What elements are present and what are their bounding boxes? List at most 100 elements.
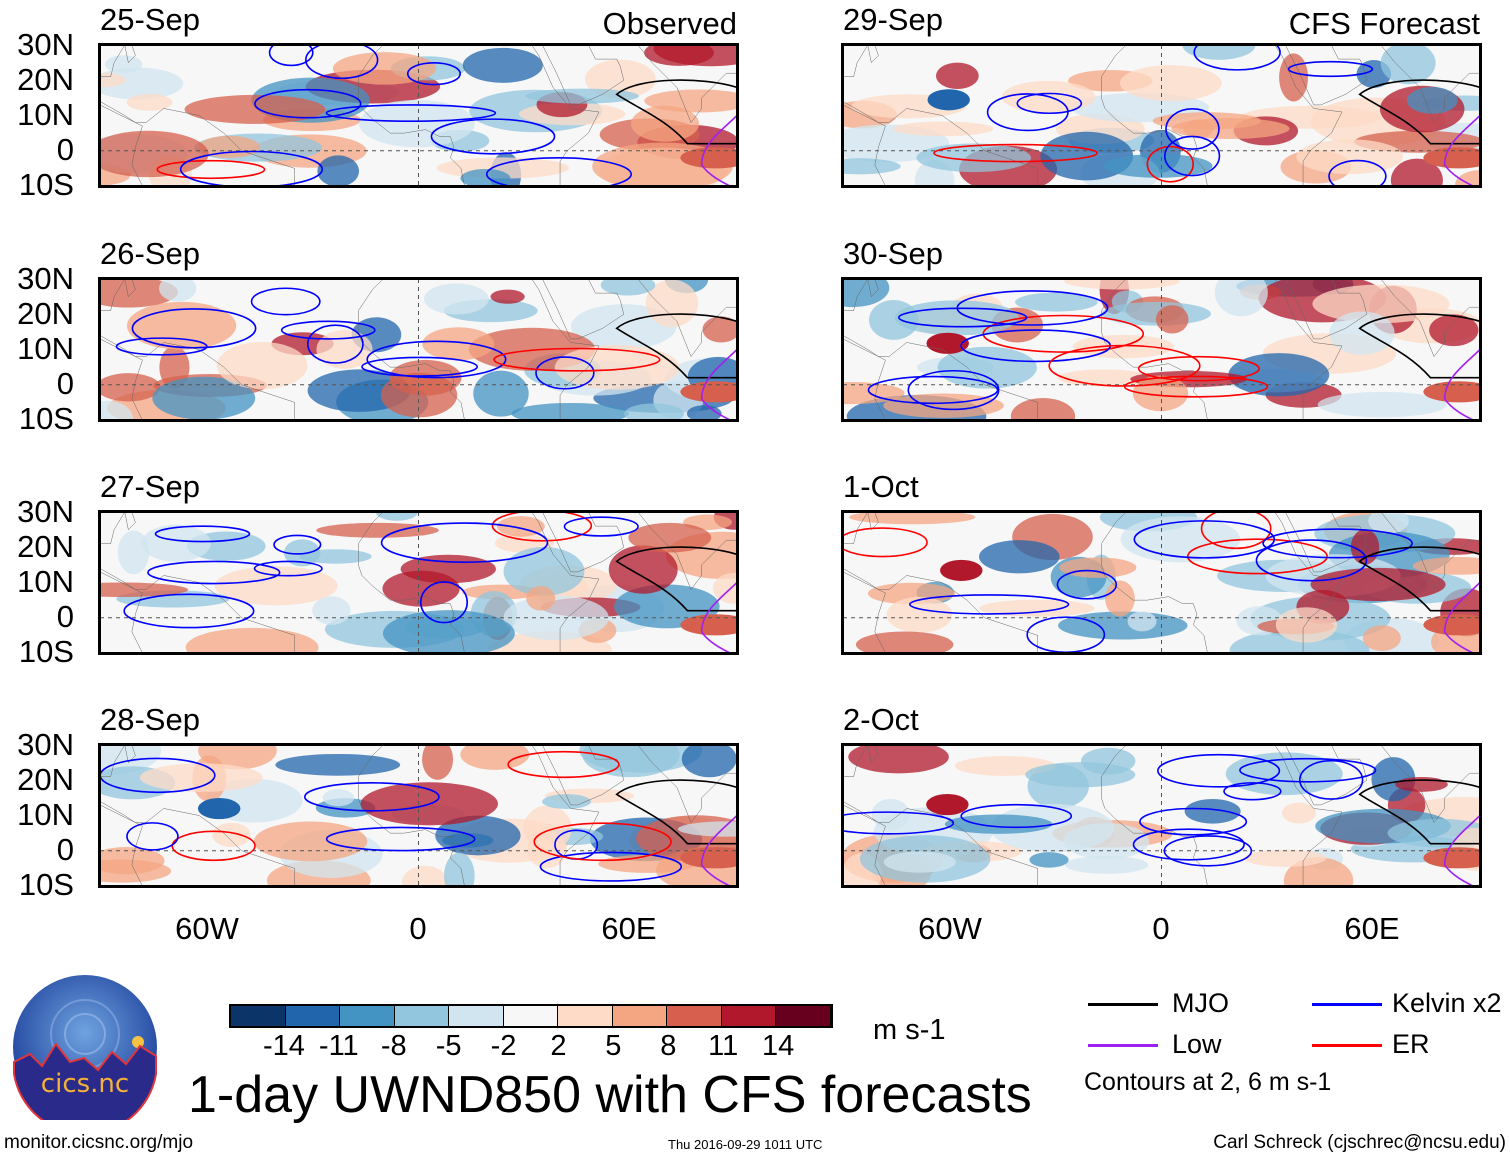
colorbar-tick-label: 2 [550,1030,567,1062]
coastline [100,45,125,77]
colorbar-tick-label: 8 [660,1030,677,1062]
kelvin-contour [326,105,495,121]
kelvin-contour [487,158,632,186]
wind-anomaly-blob [423,283,489,315]
panel-date-title: 30-Sep [843,236,943,271]
map-panel-26-sep [98,277,739,422]
footer-timestamp: Thu 2016-09-29 1011 UTC [668,1137,823,1152]
map-panel-29-sep [841,43,1482,188]
kelvin-contour [1057,571,1116,599]
low-contour [702,350,737,421]
observed-column-label: Observed [602,6,737,41]
panel-frame [98,43,739,188]
wind-anomaly-blob [422,745,454,780]
wind-anomaly-blob [1317,391,1447,418]
wind-anomaly-blob [402,865,448,886]
panel-date-title: 27-Sep [100,469,200,504]
kelvin-contour [1263,529,1412,558]
kelvin-contour [255,90,361,118]
colorbar-swatch [612,1006,668,1026]
wind-anomaly-blob [185,627,319,653]
low-contour [702,583,737,654]
lat-label: 20N [17,762,74,797]
wind-anomaly-blob [849,512,976,525]
panel-frame [841,43,1482,188]
lat-label: 10N [17,331,74,366]
colorbar-tick-label: -14 [262,1030,305,1062]
coastline [1101,45,1342,186]
forecast-column-label: CFS Forecast [1288,6,1480,41]
wind-anomaly-blob [1244,849,1327,867]
wind-anomaly-blob [893,121,994,137]
coastline [358,745,599,886]
wind-anomaly-blob [1390,158,1443,186]
wind-anomaly-blob [444,852,475,886]
coastline [1381,45,1480,123]
coastline [868,512,879,530]
colorbar-swatch [667,1006,722,1026]
wind-anomaly-blob [1105,580,1135,617]
wind-anomaly-blob [1184,798,1241,824]
panel-date-title: 2-Oct [843,702,919,737]
lat-label: 0 [56,132,74,167]
wind-anomaly-blob [152,376,256,420]
mjo-contour [617,314,737,378]
er-contour [1139,357,1259,381]
coastline [100,745,125,777]
wind-anomaly-blob [198,135,260,159]
wind-anomaly-blob [1406,87,1458,114]
wind-anomaly-blob [1429,314,1479,347]
coastline [100,801,295,886]
figure-title: 1-day UWND850 with CFS forecasts [188,1066,1032,1124]
lat-label: 10N [17,97,74,132]
kelvin-contour [868,377,997,404]
colorbar-swatch [231,1006,286,1026]
strong-anomaly [1423,614,1480,636]
wind-anomaly-blob [584,59,656,99]
legend-kelvin-line [1312,1003,1382,1006]
svg-text:cics.nc: cics.nc [41,1069,129,1099]
lon-label-60w-left: 60W [175,911,239,946]
cics-logo: cics.nc [13,975,157,1120]
legend-er-line [1312,1044,1382,1047]
wind-anomaly-blob [117,530,150,575]
wind-anomaly-blob [100,279,179,308]
wind-anomaly-blob [275,753,401,776]
legend-mjo-line [1088,1003,1158,1006]
wind-anomaly-blob [1010,398,1076,420]
lat-label: 0 [56,832,74,867]
coastline [1285,45,1366,105]
er-contour [157,161,264,179]
strong-anomaly [1423,147,1480,169]
wind-anomaly-blob [460,745,530,770]
wind-anomaly-blob [624,403,684,420]
wind-anomaly-blob [686,405,722,420]
wind-anomaly-blob [422,327,495,361]
wind-anomaly-blob [490,289,525,304]
colorbar-swatch [340,1006,395,1026]
coastline [1285,279,1366,339]
coastline [125,512,136,530]
colorbar-tick-label: 11 [708,1030,739,1062]
strong-anomaly [1423,381,1480,403]
coastline [868,279,879,297]
coastline [100,512,125,544]
coastline [358,512,599,653]
colorbar-tick-label: -2 [490,1030,517,1062]
wind-anomaly-blob [1064,855,1149,874]
coastline [125,279,136,297]
mjo-contour [1360,314,1480,378]
er-contour [508,752,619,778]
wind-anomaly-blob [653,45,737,67]
panel-frame [98,277,739,422]
wind-anomaly-blob [503,546,585,596]
lat-label: 20N [17,62,74,97]
er-contour [1188,539,1327,573]
wind-anomaly-blob [871,798,910,830]
wind-anomaly-blob [322,789,355,807]
lat-label: 0 [56,366,74,401]
legend-mjo-label: MJO [1172,988,1229,1018]
kelvin-contour [127,823,178,850]
kelvin-contour [181,151,323,186]
